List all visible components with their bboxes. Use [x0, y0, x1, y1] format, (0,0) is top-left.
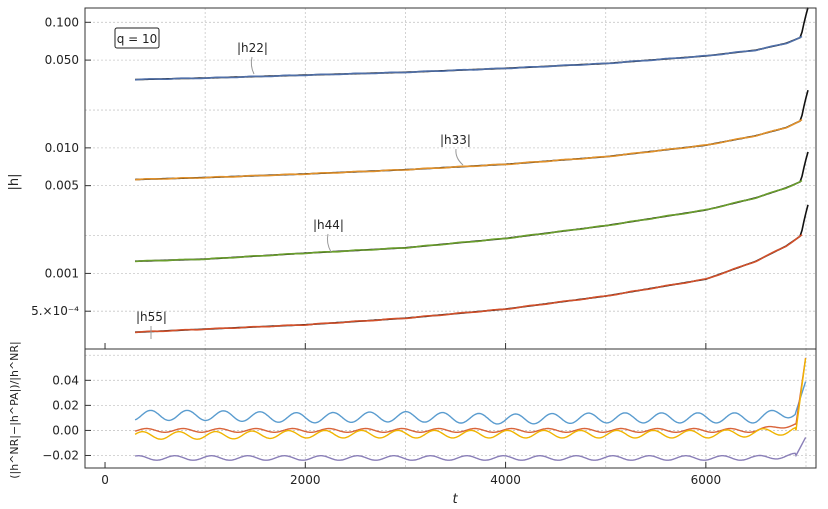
bottom-ytick-label: 0.00 — [52, 423, 79, 437]
top-ytick-label: 0.050 — [45, 53, 79, 67]
bottom-panel-series — [134, 357, 807, 461]
bottom-ytick-label: −0.02 — [42, 448, 79, 462]
top-panel-series — [135, 7, 809, 334]
top-series-reference-line — [135, 151, 809, 262]
bottom-panel-frame — [84, 348, 817, 469]
annotation-h44: |h44| — [313, 218, 344, 232]
top-panel-grid — [85, 8, 816, 349]
q-legend-box: q = 10 — [114, 27, 160, 49]
bottom-panel-grid — [85, 349, 816, 468]
q-legend-label: q = 10 — [117, 32, 158, 46]
top-ytick-label: 0.010 — [45, 141, 79, 155]
top-ytick-label: 5.×10⁻⁴ — [31, 304, 79, 318]
bottom-ytick-label: 0.04 — [52, 373, 79, 387]
top-ytick-label: 0.005 — [45, 179, 79, 193]
bottom-series-line — [134, 357, 807, 433]
xtick-label: 0 — [101, 473, 109, 487]
top-series-line — [135, 118, 803, 181]
annotation-h44-leader — [326, 233, 332, 253]
top-series-line — [135, 35, 803, 81]
annotation-h33-leader — [455, 148, 464, 166]
bottom-ylabel: (|h^NR|−|h^PA|)/|h^NR| — [8, 341, 21, 479]
top-series-line — [135, 179, 803, 263]
xtick-label: 2000 — [290, 473, 321, 487]
xtick-label: 6000 — [691, 473, 722, 487]
bottom-ytick-label: 0.02 — [52, 398, 79, 412]
top-series-line — [135, 233, 803, 334]
xlabel: t — [452, 492, 458, 507]
annotation-h33: |h33| — [440, 133, 471, 147]
axis-ticks: 0.100 0.050 0.010 0.005 0.001 5.×10⁻⁴ −0.02 0.0… — [31, 15, 721, 487]
annotation-h22: |h22| — [237, 41, 268, 55]
annotation-h55: |h55| — [136, 310, 167, 324]
bottom-series-line — [134, 358, 807, 440]
xtick-label: 4000 — [490, 473, 521, 487]
annotation-h22-leader — [250, 56, 255, 75]
top-ylabel: |h| — [7, 174, 22, 191]
top-ytick-label: 0.001 — [45, 266, 79, 280]
bottom-panel-border — [84, 348, 817, 469]
top-ytick-label: 0.100 — [45, 15, 79, 29]
bottom-series-line — [134, 437, 807, 461]
bottom-series-line — [134, 381, 807, 425]
